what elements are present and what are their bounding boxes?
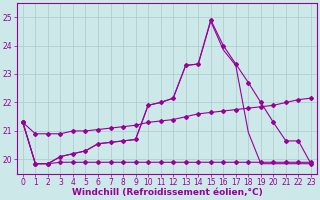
X-axis label: Windchill (Refroidissement éolien,°C): Windchill (Refroidissement éolien,°C) bbox=[72, 188, 262, 197]
